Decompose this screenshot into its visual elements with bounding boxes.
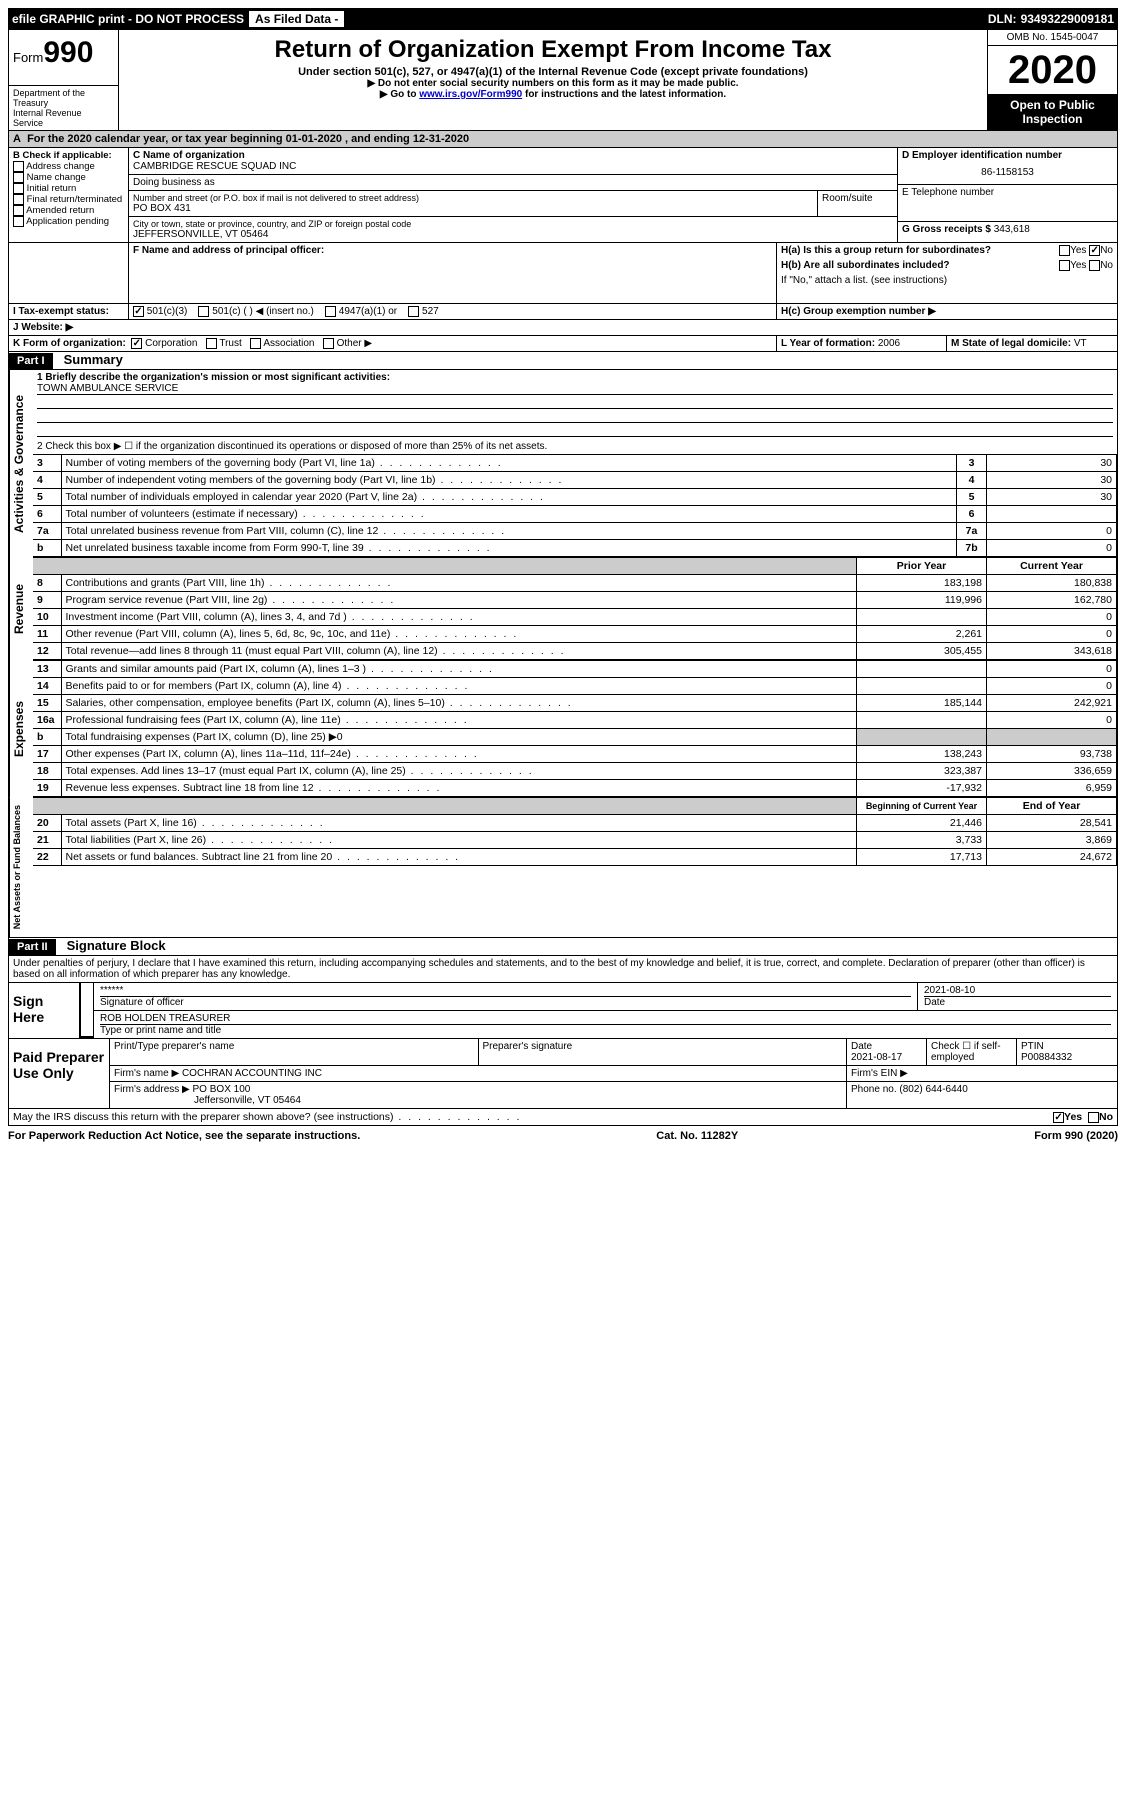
b-opt-3: Final return/terminated — [13, 194, 124, 205]
c-street: PO BOX 431 — [133, 203, 813, 214]
table-row: 15Salaries, other compensation, employee… — [33, 695, 1117, 712]
paid-label: Paid Preparer Use Only — [9, 1039, 109, 1108]
c-room-label: Room/suite — [817, 191, 897, 216]
side-netassets: Net Assets or Fund Balances — [9, 797, 33, 937]
form-header: Form990 Department of the Treasury Inter… — [8, 30, 1118, 131]
g-row: G Gross receipts $ 343,618 — [898, 222, 1117, 242]
table-row: 4Number of independent voting members of… — [33, 472, 1117, 489]
table-row: 10Investment income (Part VIII, column (… — [33, 609, 1117, 626]
dept-block: Department of the Treasury Internal Reve… — [9, 85, 118, 130]
table-row: 13Grants and similar amounts paid (Part … — [33, 661, 1117, 678]
title-block: Return of Organization Exempt From Incom… — [119, 30, 987, 130]
side-activities: Activities & Governance — [9, 370, 33, 557]
table-row: 17Other expenses (Part IX, column (A), l… — [33, 746, 1117, 763]
form-title: Return of Organization Exempt From Incom… — [127, 36, 979, 64]
table-row: 6Total number of volunteers (estimate if… — [33, 506, 1117, 523]
dln-label: DLN: — [988, 12, 1017, 26]
paid-preparer-block: Paid Preparer Use Only Print/Type prepar… — [8, 1039, 1118, 1109]
table-row: 8Contributions and grants (Part VIII, li… — [33, 575, 1117, 592]
dept-treasury: Department of the Treasury — [13, 88, 114, 108]
irs-link[interactable]: www.irs.gov/Form990 — [419, 89, 522, 100]
form-990: 990 — [43, 36, 93, 69]
netassets-block: Net Assets or Fund Balances Beginning of… — [8, 797, 1118, 938]
footer-mid: Cat. No. 11282Y — [656, 1130, 738, 1142]
col-deg: D Employer identification number 86-1158… — [897, 148, 1117, 242]
asfiled-box: As Filed Data - — [248, 10, 345, 28]
col-c: C Name of organization CAMBRIDGE RESCUE … — [129, 148, 897, 242]
b-opt-4: Amended return — [13, 205, 124, 216]
h-cell: H(a) Is this a group return for subordin… — [777, 243, 1117, 303]
q2: 2 Check this box ▶ ☐ if the organization… — [33, 439, 1117, 454]
b-opt-0: Address change — [13, 161, 124, 172]
c-city-label: City or town, state or province, country… — [133, 219, 893, 229]
b-opt-5: Application pending — [13, 216, 124, 227]
table-row: 19Revenue less expenses. Subtract line 1… — [33, 780, 1117, 797]
tax-year: 2020 — [988, 46, 1117, 94]
efile-topbar: efile GRAPHIC print - DO NOT PROCESS As … — [8, 8, 1118, 30]
discuss-row: May the IRS discuss this return with the… — [8, 1109, 1118, 1126]
part1-body: Activities & Governance 1 Briefly descri… — [8, 370, 1118, 557]
c-street-label: Number and street (or P.O. box if mail i… — [133, 193, 813, 203]
table-row: 21Total liabilities (Part X, line 26)3,7… — [33, 832, 1117, 849]
c-dba: Doing business as — [129, 175, 897, 191]
bcdefg-block: B Check if applicable: Address change Na… — [8, 148, 1118, 243]
part2-header: Part II Signature Block — [8, 938, 1118, 956]
side-expenses: Expenses — [9, 660, 33, 797]
table-row: 9Program service revenue (Part VIII, lin… — [33, 592, 1117, 609]
table-row: 22Net assets or fund balances. Subtract … — [33, 849, 1117, 866]
form-number-block: Form990 — [9, 30, 119, 85]
subtitle-3: ▶ Go to www.irs.gov/Form990 for instruct… — [127, 89, 979, 100]
subtitle-2: ▶ Do not enter social security numbers o… — [127, 78, 979, 89]
dln-value: 93493229009181 — [1021, 12, 1114, 26]
table-row: 18Total expenses. Add lines 13–17 (must … — [33, 763, 1117, 780]
f-cell: F Name and address of principal officer: — [129, 243, 777, 303]
table-row: 20Total assets (Part X, line 16)21,44628… — [33, 815, 1117, 832]
table-row: 12Total revenue—add lines 8 through 11 (… — [33, 643, 1117, 660]
footer-right: Form 990 (2020) — [1034, 1130, 1118, 1142]
table-row: 14Benefits paid to or for members (Part … — [33, 678, 1117, 695]
dept-irs: Internal Revenue Service — [13, 108, 114, 128]
b-opt-1: Name change — [13, 172, 124, 183]
side-revenue: Revenue — [9, 557, 33, 660]
table-row: bNet unrelated business taxable income f… — [33, 540, 1117, 557]
j-row: J Website: ▶ — [8, 320, 1118, 336]
e-label: E Telephone number — [898, 185, 1117, 222]
year-box: OMB No. 1545-0047 2020 Open to Public In… — [987, 30, 1117, 130]
table-row: 3Number of voting members of the governi… — [33, 455, 1117, 472]
b-opt-2: Initial return — [13, 183, 124, 194]
g-val: 343,618 — [994, 224, 1030, 235]
open-to-public: Open to Public Inspection — [988, 94, 1117, 130]
col-b: B Check if applicable: Address change Na… — [9, 148, 129, 242]
mission-text: TOWN AMBULANCE SERVICE — [37, 383, 1113, 395]
klm-row: K Form of organization: Corporation Trus… — [8, 336, 1118, 352]
table-row: 11Other revenue (Part VIII, column (A), … — [33, 626, 1117, 643]
c-name-label: C Name of organization — [133, 150, 893, 161]
expenses-block: Expenses 13Grants and similar amounts pa… — [8, 660, 1118, 797]
table-row: 5Total number of individuals employed in… — [33, 489, 1117, 506]
efile-text: efile GRAPHIC print - DO NOT PROCESS — [12, 12, 244, 26]
declaration: Under penalties of perjury, I declare th… — [8, 956, 1118, 983]
footer-left: For Paperwork Reduction Act Notice, see … — [8, 1130, 360, 1142]
row-a: A For the 2020 calendar year, or tax yea… — [8, 131, 1118, 148]
c-city: JEFFERSONVILLE, VT 05464 — [133, 229, 893, 240]
table-row: 16aProfessional fundraising fees (Part I… — [33, 712, 1117, 729]
d-val: 86-1158153 — [902, 161, 1113, 178]
form-label: Form — [13, 50, 43, 65]
d-label: D Employer identification number — [902, 150, 1113, 161]
i-row: I Tax-exempt status: 501(c)(3) 501(c) ( … — [8, 304, 1118, 320]
omb-number: OMB No. 1545-0047 — [988, 30, 1117, 46]
row-a-text: For the 2020 calendar year, or tax year … — [27, 133, 469, 145]
table-row: 7aTotal unrelated business revenue from … — [33, 523, 1117, 540]
subtitle-1: Under section 501(c), 527, or 4947(a)(1)… — [127, 66, 979, 78]
b-label: B Check if applicable: — [13, 150, 124, 161]
revenue-block: Revenue Prior YearCurrent Year8Contribut… — [8, 557, 1118, 660]
c-name: CAMBRIDGE RESCUE SQUAD INC — [133, 161, 893, 172]
part1-header: Part I Summary — [8, 352, 1118, 370]
fh-block: F Name and address of principal officer:… — [8, 243, 1118, 304]
sign-here-label: Sign Here — [9, 983, 79, 1038]
table-row: bTotal fundraising expenses (Part IX, co… — [33, 729, 1117, 746]
page-footer: For Paperwork Reduction Act Notice, see … — [8, 1126, 1118, 1142]
sign-here-block: Sign Here ****** Signature of officer 20… — [8, 983, 1118, 1039]
